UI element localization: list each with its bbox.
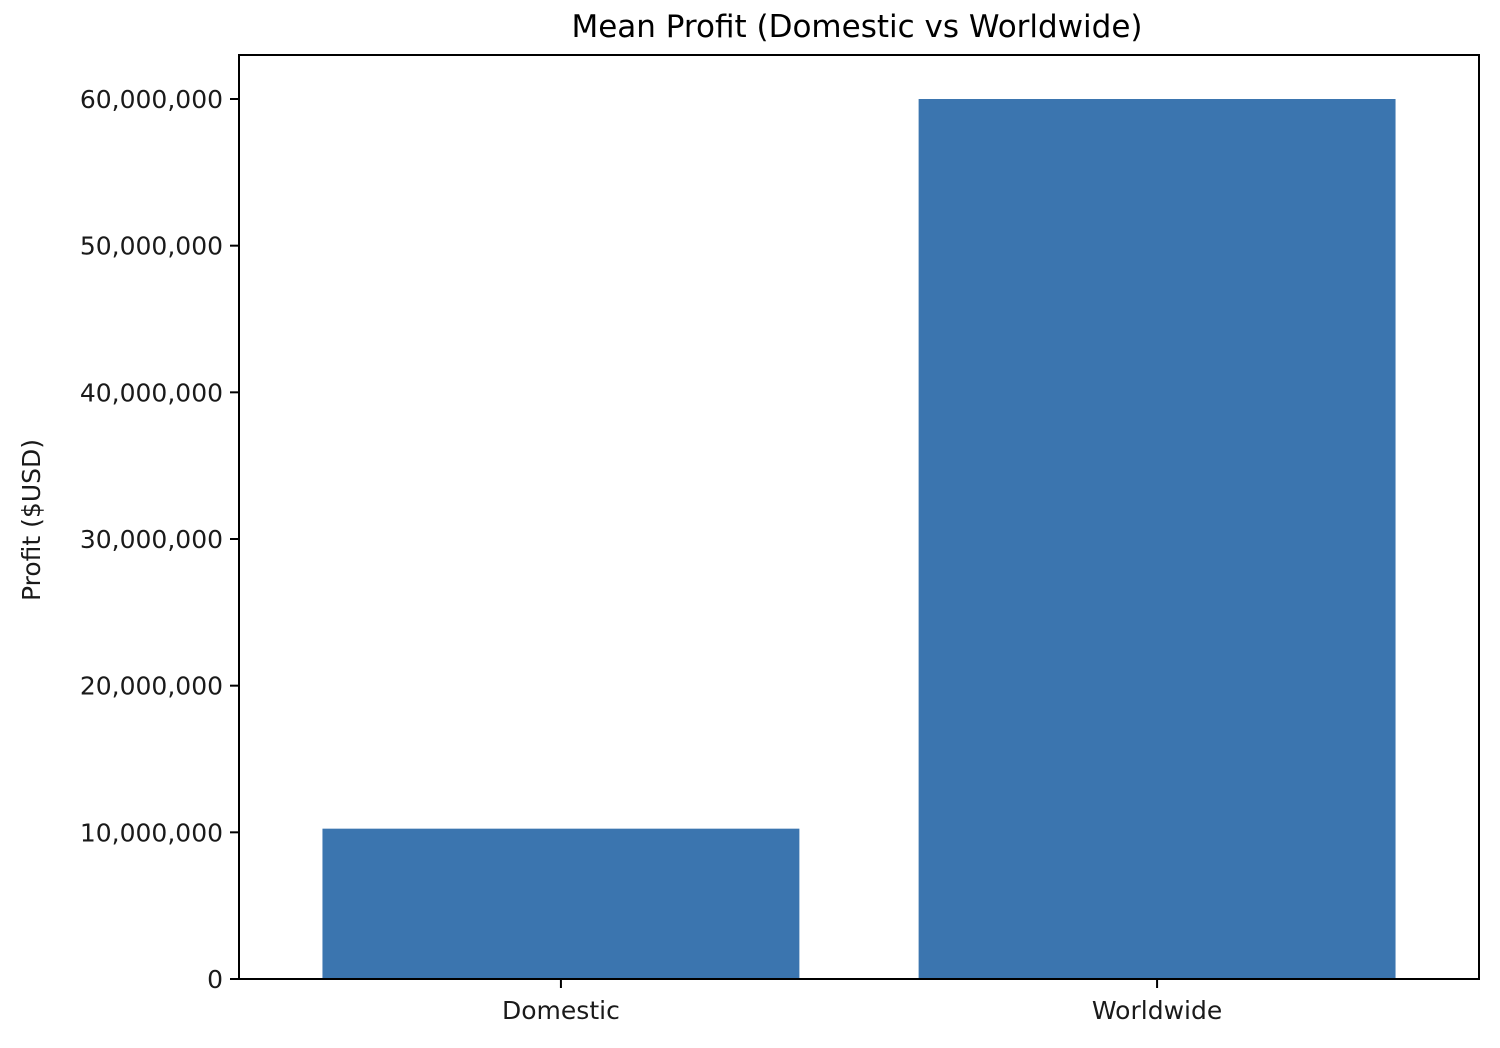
bar-domestic (322, 828, 800, 979)
y-tick-label: 20,000,000 (80, 672, 223, 701)
y-tick-label: 60,000,000 (80, 85, 223, 114)
x-tick-label: Domestic (502, 996, 620, 1025)
plot-frame (238, 54, 1480, 980)
x-tick-label: Worldwide (1092, 996, 1222, 1025)
y-tick-label: 50,000,000 (80, 232, 223, 261)
y-tick-label: 30,000,000 (80, 525, 223, 554)
y-axis-ticks: 0 10,000,000 20,000,000 30,000,000 40,000,00… (80, 85, 239, 994)
bar-worldwide (918, 99, 1396, 979)
y-axis-label: Profit ($USD) (17, 439, 46, 601)
y-tick-label: 40,000,000 (80, 378, 223, 407)
y-tick-label: 0 (207, 965, 223, 994)
x-axis-ticks: Domestic Worldwide (502, 979, 1222, 1025)
chart-title: Mean Profit (Domestic vs Worldwide) (571, 9, 1142, 45)
bars-group (322, 99, 1396, 979)
y-tick-label: 10,000,000 (80, 818, 223, 847)
